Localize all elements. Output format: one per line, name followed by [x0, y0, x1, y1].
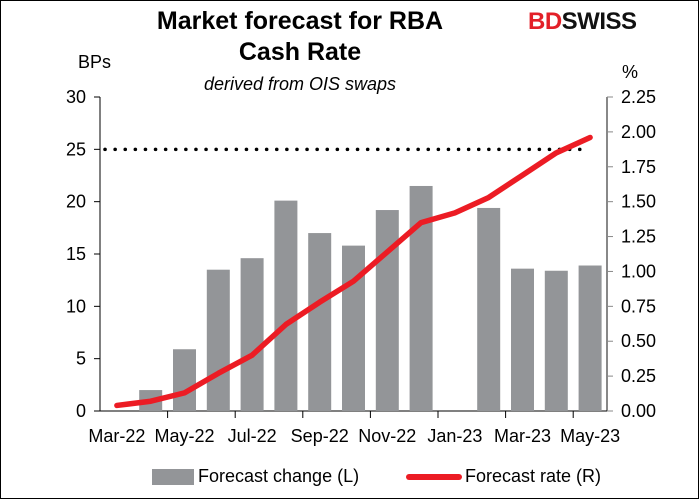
- left-tick-label: 30: [66, 87, 86, 107]
- x-tick-label: Mar-23: [494, 426, 551, 446]
- x-tick-label: Mar-22: [88, 426, 145, 446]
- bar-Apr-23: [544, 270, 568, 411]
- right-tick-label: 2.25: [621, 87, 656, 107]
- legend-label-bars: Forecast change (L): [198, 466, 360, 486]
- x-tick-label: May-22: [154, 426, 214, 446]
- bar-Feb-23: [477, 207, 501, 411]
- bar-Aug-22: [274, 200, 298, 411]
- x-tick-label: Sep-22: [291, 426, 349, 446]
- left-tick-label: 10: [66, 296, 86, 316]
- legend-line-swatch: [406, 473, 462, 480]
- x-tick-label: Jul-22: [228, 426, 277, 446]
- right-tick-label: 0.75: [621, 296, 656, 316]
- right-tick-label: 0.00: [621, 401, 656, 421]
- bar-Mar-23: [511, 268, 534, 411]
- chart-subtitle: derived from OIS swaps: [203, 74, 397, 94]
- right-axis-label: %: [622, 62, 639, 82]
- left-axis-label: BPs: [78, 52, 112, 72]
- right-tick-label: 0.50: [621, 331, 656, 351]
- x-tick-label: Nov-22: [358, 426, 416, 446]
- bdswiss-logo: BDSWISS: [528, 8, 637, 35]
- right-tick-label: 1.50: [621, 192, 656, 212]
- right-tick-label: 2.00: [621, 122, 656, 142]
- right-tick-label: 1.25: [621, 227, 656, 247]
- legend-label-line: Forecast rate (R): [465, 466, 602, 486]
- bar-Jun-22: [206, 269, 230, 411]
- right-tick-label: 0.25: [621, 366, 656, 386]
- bar-May-23: [578, 265, 602, 411]
- legend-item-line: Forecast rate (R): [406, 466, 601, 487]
- right-tick-label: 1.75: [621, 157, 656, 177]
- left-tick-label: 20: [66, 192, 86, 212]
- left-tick-label: 5: [76, 349, 86, 369]
- bar-Dec-22: [409, 185, 433, 411]
- right-tick-label: 1.00: [621, 261, 656, 281]
- bar-May-22: [173, 349, 196, 411]
- bar-Oct-22: [342, 245, 365, 411]
- chart-title: Market forecast for RBA Cash Rate: [156, 7, 444, 66]
- left-tick-label: 0: [76, 401, 86, 421]
- legend-item-bars: Forecast change (L): [152, 466, 359, 487]
- left-tick-label: 15: [66, 244, 86, 264]
- x-tick-label: Jan-23: [427, 426, 482, 446]
- x-tick-label: May-23: [560, 426, 620, 446]
- left-tick-label: 25: [66, 139, 86, 159]
- bar-Jul-22: [240, 258, 264, 411]
- bar-Nov-22: [375, 210, 399, 411]
- legend-bar-swatch: [152, 468, 194, 485]
- bar-Sep-22: [308, 233, 332, 411]
